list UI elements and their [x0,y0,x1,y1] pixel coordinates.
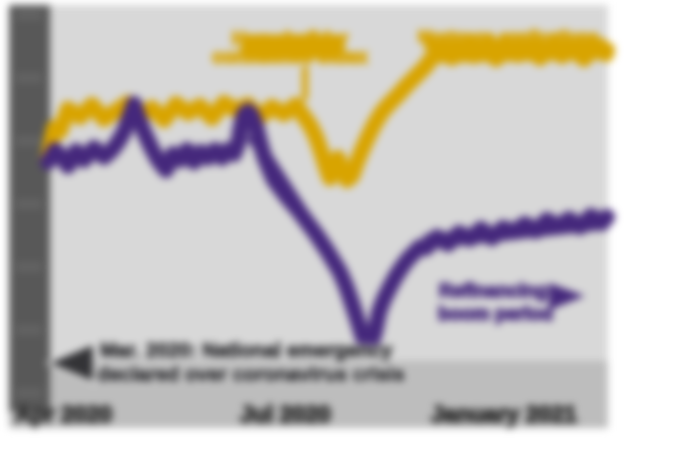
svg-text:confidence index: confidence index [212,47,368,68]
svg-text:Refinancing: Refinancing [439,281,548,302]
svg-text:Mortgage applications: Mortgage applications [418,27,598,46]
svg-text:declared over coronavirus cris: declared over coronavirus crisis [97,364,405,386]
svg-text:boom period: boom period [438,304,553,325]
svg-text:Mar. 2020: National emergency: Mar. 2020: National emergency [100,340,393,362]
svg-text:Homebuilder: Homebuilder [232,29,349,50]
svg-text:declared over coronavirus cris: declared over coronavirus crisis [97,364,405,386]
svg-text:Mar. 2020: National emergency: Mar. 2020: National emergency [100,340,393,362]
svg-text:January 2021: January 2021 [431,401,577,427]
svg-text:Jul 2020: Jul 2020 [240,401,331,427]
svg-text:Apr 2020: Apr 2020 [15,401,112,427]
